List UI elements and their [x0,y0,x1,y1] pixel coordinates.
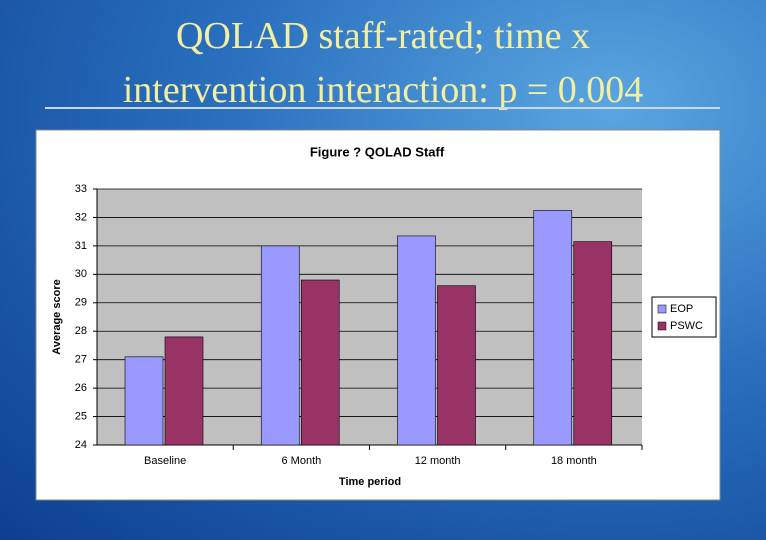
bar [260,245,300,446]
y-tick-label: 29 [75,297,87,309]
y-tick-label: 25 [75,410,87,422]
x-axis-label: Time period [339,476,401,488]
x-tick-label: 12 month [415,455,461,467]
slide-title: intervention interaction: p = 0.004 [122,69,644,111]
y-tick-label: 24 [75,439,87,451]
bar [300,279,340,446]
y-tick-label: 33 [75,183,87,195]
legend-swatch [657,304,667,314]
chart-title: Figure ? QOLAD Staff [310,144,445,159]
y-tick-label: 27 [75,354,87,366]
bar [573,241,613,446]
y-tick-label: 31 [75,240,87,252]
legend-label: EOP [670,303,693,315]
x-tick-label: 6 Month [282,455,322,467]
y-axis-label: Average score [51,279,63,354]
y-tick-label: 30 [75,268,87,280]
slide-title: QOLAD staff-rated; time x [175,15,590,57]
bar [164,336,204,446]
y-tick-label: 28 [75,325,87,337]
y-tick-label: 32 [75,211,87,223]
x-tick-label: Baseline [144,455,186,467]
y-tick-label: 26 [75,382,87,394]
x-tick-label: 18 month [551,455,597,467]
legend-swatch [657,321,667,331]
bar [397,235,436,446]
bar [124,356,164,446]
bar [437,285,476,446]
legend-label: PSWC [670,320,703,332]
legend-box [651,296,717,338]
bar [533,210,573,446]
